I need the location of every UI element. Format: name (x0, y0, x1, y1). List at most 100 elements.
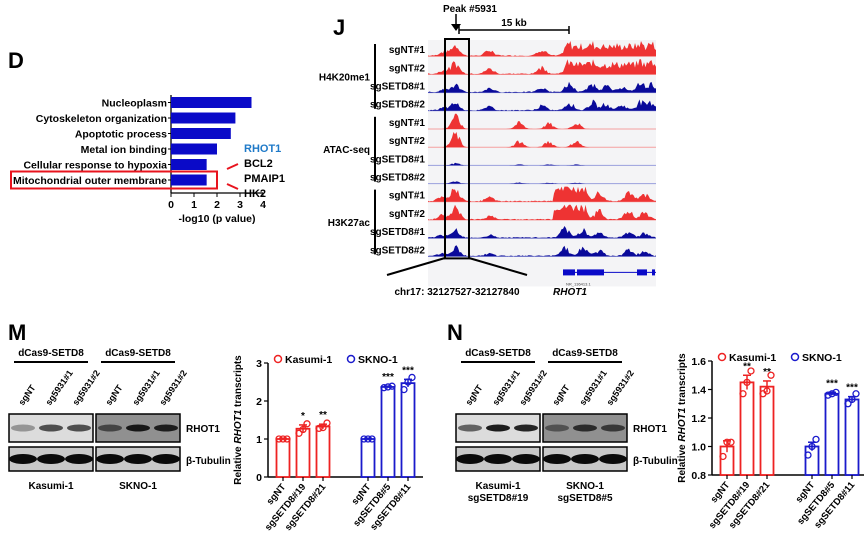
legend-label: SKNO-1 (358, 354, 398, 366)
scale-label: 15 kb (501, 18, 527, 29)
zoom-line (386, 257, 446, 276)
region-label: chr17: 32127527-32127840 (394, 287, 520, 298)
signal-track (428, 81, 656, 93)
y-axis-label: Relative RHOT1 transcripts (677, 353, 688, 483)
track-label: sgSETD8#1 (370, 82, 425, 93)
bar (315, 425, 331, 478)
blot-band (571, 454, 599, 464)
y-tick-label: 1 (256, 434, 262, 446)
data-point (747, 367, 755, 375)
data-point (767, 371, 775, 379)
y-tick-label: 1.2 (691, 413, 706, 425)
data-point (408, 373, 416, 382)
track-label: sgNT#2 (389, 209, 426, 220)
signal-track (428, 186, 656, 202)
track-label: sgSETD8#1 (370, 154, 425, 165)
lane-label: sg5931#2 (604, 368, 635, 407)
connector-line (226, 183, 239, 190)
bar (380, 386, 396, 478)
signal-track (428, 99, 656, 111)
blot-row-label: β-Tubulin (186, 456, 231, 467)
blot-band (9, 454, 37, 464)
data-point (283, 435, 291, 443)
gene-exon (652, 269, 655, 276)
bar (759, 385, 775, 476)
blot-band (124, 454, 152, 464)
data-point (852, 390, 860, 398)
legend-marker (790, 352, 800, 362)
blot-group-label: dCas9-SETD8 (105, 348, 171, 359)
blot-band (67, 424, 91, 432)
signal-track (428, 41, 656, 57)
blot-row-label: RHOT1 (186, 424, 220, 435)
gene-label: RHOT1 (244, 143, 281, 155)
blot-band (39, 424, 63, 432)
data-point (727, 438, 735, 446)
significance-label: * (301, 411, 305, 422)
category-label: Apoptotic process (75, 129, 167, 141)
data-point (719, 452, 727, 461)
blot-band (486, 424, 510, 432)
track-label: sgSETD8#2 (370, 173, 425, 184)
signal-track (428, 181, 656, 184)
category-label: Cytoskeleton organization (36, 113, 167, 125)
bar-5 (171, 174, 207, 186)
peak-label: Peak #5931 (443, 4, 497, 15)
data-point (844, 400, 852, 408)
data-point (360, 435, 368, 443)
track-label: sgSETD8#2 (370, 245, 425, 256)
track-label: sgSETD8#1 (370, 227, 425, 238)
panel-m-chart: 0 1 2 3 Relative RHOT1 transcripts Kasumi-1 SK… (233, 354, 423, 533)
signal-track (428, 59, 656, 75)
significance-label: ** (743, 361, 751, 372)
lane-label: sg5931#2 (70, 368, 101, 407)
significance-label: ** (319, 410, 327, 421)
x-tick-label: 2 (214, 199, 220, 211)
blot-band (98, 424, 122, 432)
bar (824, 392, 840, 476)
data-point (723, 438, 731, 446)
panel-label-m: M (8, 320, 26, 345)
peak-arrow-icon (451, 24, 461, 31)
data-point (804, 451, 812, 459)
lane-label: sg5931#2 (157, 368, 188, 407)
y-axis-label: Relative RHOT1 transcripts (233, 355, 244, 485)
y-tick-label: 3 (256, 358, 262, 370)
blot-row-label: RHOT1 (633, 424, 667, 435)
x-axis-label: -log10 (p value) (178, 213, 255, 225)
blot-band (154, 424, 178, 432)
blot-band (514, 424, 538, 432)
signal-track (428, 132, 656, 148)
lane-label: sgNT (103, 383, 124, 408)
data-point (319, 423, 327, 432)
data-point (808, 442, 816, 451)
blot-group-label: dCas9-SETD8 (18, 348, 84, 359)
y-tick-label: 2 (256, 396, 262, 408)
blot-band (65, 454, 93, 464)
gene-label: HK2 (244, 188, 266, 200)
data-point (380, 384, 388, 392)
signal-track (428, 226, 656, 239)
blot-band (573, 424, 597, 432)
category-label: Cellular response to hypoxia (23, 160, 167, 172)
bar (400, 382, 416, 478)
data-point (295, 429, 303, 437)
x-tick-label: 0 (168, 199, 174, 211)
gene-name-label: RHOT1 (553, 287, 587, 298)
gene-exon (637, 269, 647, 276)
legend-marker (273, 354, 283, 364)
blot-band (601, 424, 625, 432)
blot-band (152, 454, 180, 464)
blot-band (484, 454, 512, 464)
data-point (364, 435, 372, 443)
data-point (368, 435, 376, 443)
bar-1 (171, 112, 236, 124)
transcript-label: NR_136413.1 (566, 281, 591, 286)
signal-track (428, 113, 656, 129)
x-tick-label: 1 (191, 199, 197, 211)
data-point (299, 425, 307, 434)
data-point (400, 385, 408, 394)
